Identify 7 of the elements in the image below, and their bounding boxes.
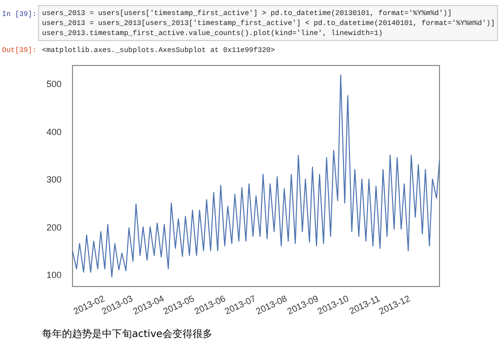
y-tick-label: 100 bbox=[46, 270, 62, 280]
y-tick-label: 500 bbox=[46, 79, 62, 90]
y-tick-label: 200 bbox=[46, 222, 62, 232]
y-tick-label: 300 bbox=[46, 174, 62, 185]
y-tick-label: 400 bbox=[46, 126, 62, 137]
text: 每年的趋势是中下旬active会变得很多 bbox=[41, 328, 212, 342]
line-series bbox=[72, 74, 440, 278]
